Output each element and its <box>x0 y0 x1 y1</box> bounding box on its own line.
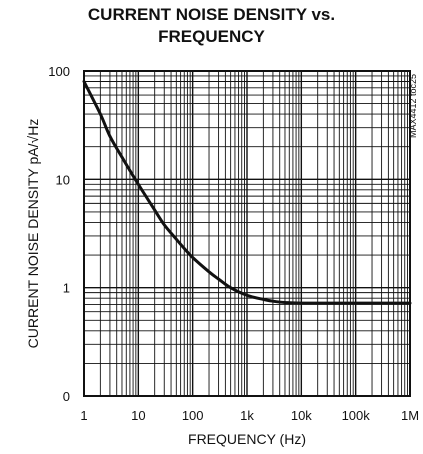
x-tick-label: 100 <box>182 408 204 423</box>
chart-title-line-2: FREQUENCY <box>158 27 265 46</box>
chart-title-line-1: CURRENT NOISE DENSITY vs. <box>87 5 336 24</box>
series-line <box>82 80 412 305</box>
y-axis-label: CURRENT NOISE DENSITY pA/√Hz <box>25 119 41 349</box>
x-axis-label: FREQUENCY (Hz) <box>188 431 306 447</box>
series-layer <box>82 80 412 305</box>
x-tick-label: 10k <box>291 408 312 423</box>
x-tick-label: 100k <box>342 408 371 423</box>
y-tick-label: 1 <box>63 281 70 296</box>
grid-lines <box>84 71 410 396</box>
plot-frame <box>83 70 411 397</box>
y-tick-label: 10 <box>56 172 70 187</box>
x-tick-label: 10 <box>131 408 145 423</box>
x-tick-label: 1M <box>401 408 419 423</box>
x-tick-label: 1k <box>240 408 254 423</box>
y-tick-label: 0 <box>63 389 70 404</box>
y-tick-label: 100 <box>48 64 70 79</box>
x-tick-label: 1 <box>80 408 87 423</box>
figure-code-annotation: MAX4412 toc25 <box>408 74 418 138</box>
chart-title: CURRENT NOISE DENSITY vs. FREQUENCY <box>0 4 423 48</box>
